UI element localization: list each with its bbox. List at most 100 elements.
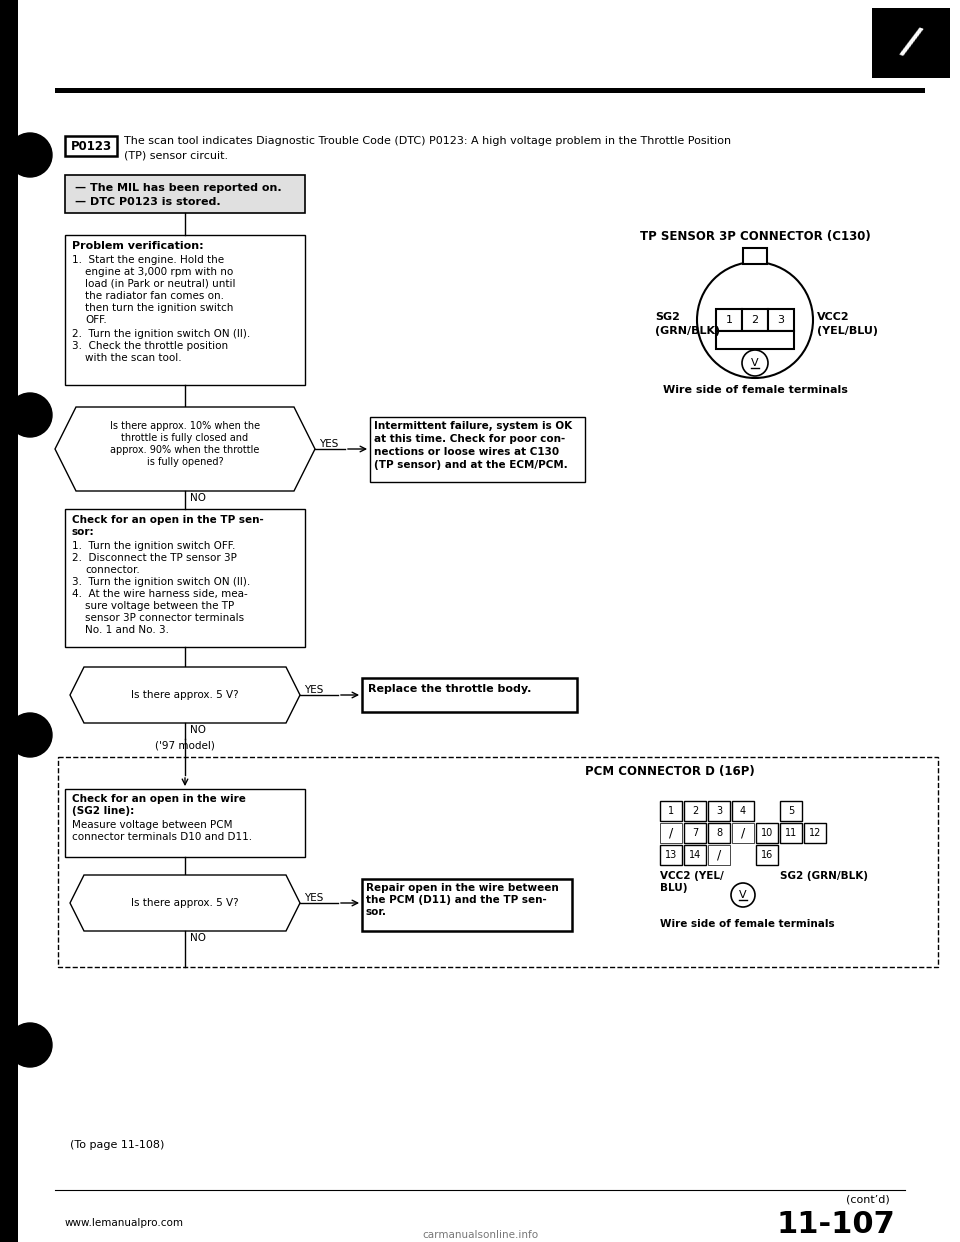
Bar xyxy=(768,309,794,332)
Bar xyxy=(58,758,938,968)
Polygon shape xyxy=(55,407,315,491)
Text: BLU): BLU) xyxy=(660,883,687,893)
Text: 5: 5 xyxy=(788,806,794,816)
Text: load (in Park or neutral) until: load (in Park or neutral) until xyxy=(85,279,235,289)
Text: — DTC P0123 is stored.: — DTC P0123 is stored. xyxy=(75,197,221,207)
Text: 3: 3 xyxy=(778,315,784,325)
Text: 7: 7 xyxy=(692,828,698,838)
Polygon shape xyxy=(70,667,300,723)
Text: YES: YES xyxy=(304,686,324,696)
Bar xyxy=(65,175,305,212)
Text: YES: YES xyxy=(304,893,324,903)
Text: Replace the throttle body.: Replace the throttle body. xyxy=(368,684,532,694)
Bar xyxy=(716,309,742,332)
Text: sensor 3P connector terminals: sensor 3P connector terminals xyxy=(85,614,244,623)
Bar xyxy=(65,137,117,156)
Text: (To page 11-108): (To page 11-108) xyxy=(70,1140,164,1150)
Text: Check for an open in the wire: Check for an open in the wire xyxy=(72,794,246,804)
Text: sure voltage between the TP: sure voltage between the TP xyxy=(85,601,234,611)
Text: 2: 2 xyxy=(752,315,758,325)
Bar xyxy=(660,823,682,843)
Text: (GRN/BLK): (GRN/BLK) xyxy=(655,325,720,337)
Bar xyxy=(742,309,768,332)
Text: YES: YES xyxy=(319,438,338,450)
Text: ('97 model): ('97 model) xyxy=(156,741,215,751)
Text: engine at 3,000 rpm with no: engine at 3,000 rpm with no xyxy=(85,267,233,277)
Text: Wire side of female terminals: Wire side of female terminals xyxy=(662,385,848,395)
Text: 1.  Turn the ignition switch OFF.: 1. Turn the ignition switch OFF. xyxy=(72,542,235,551)
Bar xyxy=(708,801,730,821)
Text: VCC2 (YEL/: VCC2 (YEL/ xyxy=(660,871,724,881)
Text: TP SENSOR 3P CONNECTOR (C130): TP SENSOR 3P CONNECTOR (C130) xyxy=(639,230,871,243)
Text: (TP sensor) and at the ECM/PCM.: (TP sensor) and at the ECM/PCM. xyxy=(374,460,567,469)
Text: Check for an open in the TP sen-: Check for an open in the TP sen- xyxy=(72,515,264,525)
Text: Is there approx. 5 V?: Is there approx. 5 V? xyxy=(132,898,239,908)
Circle shape xyxy=(8,1023,52,1067)
Text: NO: NO xyxy=(190,933,206,943)
Text: at this time. Check for poor con-: at this time. Check for poor con- xyxy=(374,433,565,443)
Text: 2.  Turn the ignition switch ON (II).: 2. Turn the ignition switch ON (II). xyxy=(72,329,251,339)
Text: 13: 13 xyxy=(665,850,677,859)
Text: 3: 3 xyxy=(716,806,722,816)
Text: Intermittent failure, system is OK: Intermittent failure, system is OK xyxy=(374,421,572,431)
Text: P0123: P0123 xyxy=(70,139,111,153)
Text: 11: 11 xyxy=(785,828,797,838)
Bar xyxy=(370,417,585,482)
Circle shape xyxy=(731,883,755,907)
Bar xyxy=(65,509,305,647)
Text: (YEL/BLU): (YEL/BLU) xyxy=(817,325,878,337)
Text: V: V xyxy=(751,358,758,368)
Circle shape xyxy=(8,133,52,178)
Text: www.lemanualpro.com: www.lemanualpro.com xyxy=(65,1218,184,1228)
Text: NO: NO xyxy=(190,493,206,503)
Bar xyxy=(55,88,925,93)
Bar xyxy=(716,332,794,349)
Text: Wire side of female terminals: Wire side of female terminals xyxy=(660,919,834,929)
Bar xyxy=(660,801,682,821)
Text: 10: 10 xyxy=(761,828,773,838)
Text: nections or loose wires at C130: nections or loose wires at C130 xyxy=(374,447,559,457)
Bar xyxy=(684,801,706,821)
Text: /: / xyxy=(898,22,924,63)
Text: 16: 16 xyxy=(761,850,773,859)
Text: 11-107: 11-107 xyxy=(777,1210,895,1240)
Bar xyxy=(732,823,754,843)
Text: with the scan tool.: with the scan tool. xyxy=(85,353,181,363)
Bar xyxy=(65,789,305,857)
Text: 12: 12 xyxy=(809,828,821,838)
Text: — The MIL has been reported on.: — The MIL has been reported on. xyxy=(75,183,281,193)
Text: Problem verification:: Problem verification: xyxy=(72,241,204,251)
Text: connector terminals D10 and D11.: connector terminals D10 and D11. xyxy=(72,832,252,842)
Bar xyxy=(362,678,577,712)
Text: carmanualsonline.info: carmanualsonline.info xyxy=(422,1230,538,1240)
Text: 4: 4 xyxy=(740,806,746,816)
Text: (TP) sensor circuit.: (TP) sensor circuit. xyxy=(124,150,228,160)
Text: approx. 90% when the throttle: approx. 90% when the throttle xyxy=(110,445,260,455)
Bar xyxy=(780,801,802,821)
Text: SG2: SG2 xyxy=(655,312,680,322)
Text: the radiator fan comes on.: the radiator fan comes on. xyxy=(85,291,224,301)
Bar xyxy=(362,879,572,932)
Text: OFF.: OFF. xyxy=(85,315,107,325)
Bar xyxy=(708,845,730,864)
Text: V: V xyxy=(739,891,747,900)
Polygon shape xyxy=(70,876,300,932)
Circle shape xyxy=(8,713,52,758)
Text: (cont’d): (cont’d) xyxy=(847,1195,890,1205)
Text: PCM CONNECTOR D (16P): PCM CONNECTOR D (16P) xyxy=(585,765,755,777)
Text: (SG2 line):: (SG2 line): xyxy=(72,806,134,816)
Text: No. 1 and No. 3.: No. 1 and No. 3. xyxy=(85,625,169,635)
Text: 2: 2 xyxy=(692,806,698,816)
Bar xyxy=(0,0,18,1242)
Text: NO: NO xyxy=(190,725,206,735)
Bar xyxy=(780,823,802,843)
Circle shape xyxy=(697,262,813,378)
Text: 2.  Disconnect the TP sensor 3P: 2. Disconnect the TP sensor 3P xyxy=(72,553,237,563)
Text: connector.: connector. xyxy=(85,565,140,575)
Text: 1: 1 xyxy=(726,315,732,325)
Text: then turn the ignition switch: then turn the ignition switch xyxy=(85,303,233,313)
Text: VCC2: VCC2 xyxy=(817,312,850,322)
Bar xyxy=(743,248,767,265)
Text: Is there approx. 5 V?: Is there approx. 5 V? xyxy=(132,691,239,700)
Text: /: / xyxy=(669,826,673,840)
